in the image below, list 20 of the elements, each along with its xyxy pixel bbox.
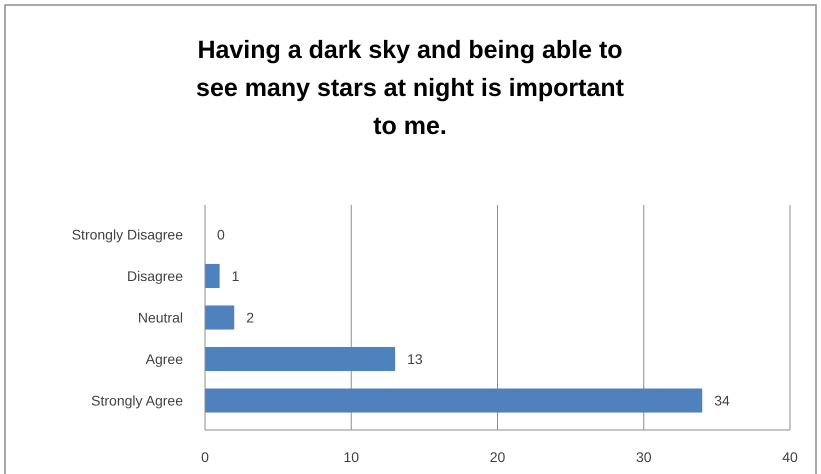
y-tick-label: Disagree [126,268,184,284]
chart-title: Having a dark sky and being able to see many stars at night is important to me. [196,36,625,140]
y-tick-label: Strongly Agree [91,392,184,409]
bar [205,388,702,413]
bar [205,305,234,330]
bar [205,346,396,372]
data-label: 13 [407,351,423,368]
y-tick-label: Strongly Disagree [72,226,184,242]
y-tick-label: Neutral [138,310,183,326]
data-label: 1 [232,268,240,284]
x-tick-label: 10 [343,449,360,465]
y-tick-label: Agree [146,351,184,368]
x-tick-label: 30 [636,449,652,465]
data-label: 0 [217,226,225,242]
data-label: 34 [714,392,730,409]
x-tick-label: 0 [201,449,210,465]
data-label: 2 [246,310,254,326]
bar [205,264,220,288]
x-tick-label: 20 [490,449,506,465]
x-tick-label: 40 [782,449,798,465]
